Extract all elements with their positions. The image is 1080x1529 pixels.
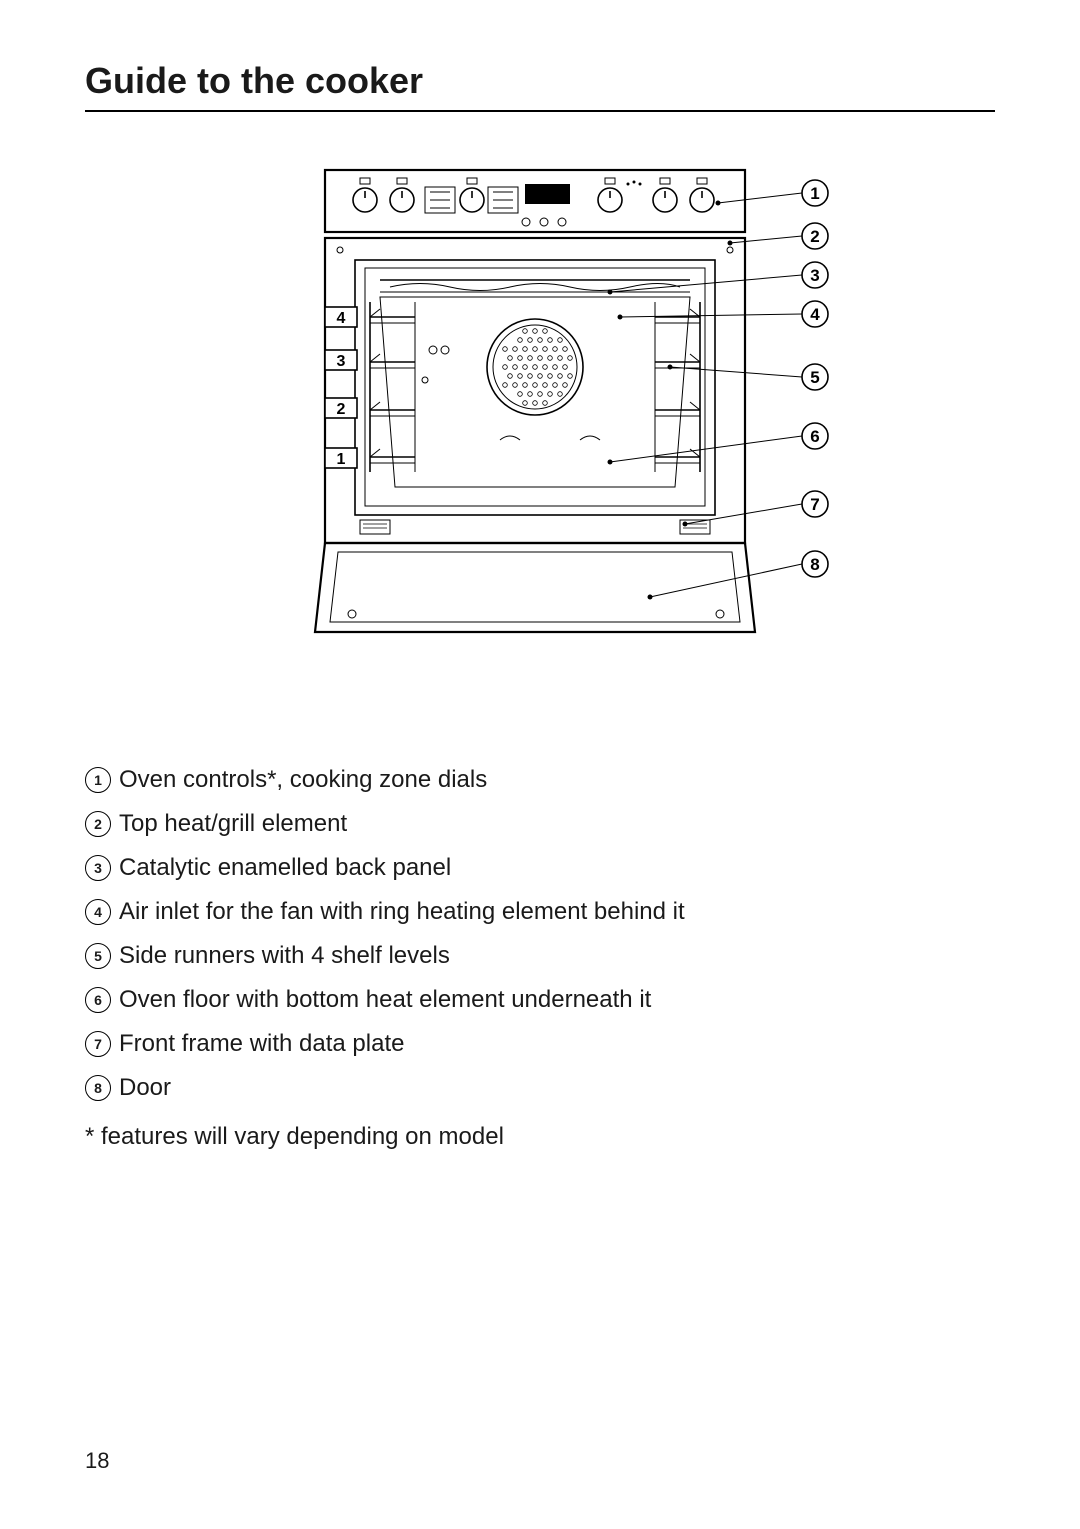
legend-marker: 6: [85, 987, 111, 1013]
legend-text: Oven controls*, cooking zone dials: [119, 768, 487, 792]
legend-item: 4 Air inlet for the fan with ring heating…: [85, 899, 995, 925]
legend-list: 1 Oven controls*, cooking zone dials 2 Top …: [85, 767, 995, 1101]
legend-text: Front frame with data plate: [119, 1032, 404, 1056]
legend-item: 2 Top heat/grill element: [85, 811, 995, 837]
legend-marker: 2: [85, 811, 111, 837]
svg-text:2: 2: [337, 401, 346, 418]
svg-text:1: 1: [337, 451, 346, 468]
svg-text:4: 4: [810, 305, 820, 324]
svg-text:6: 6: [810, 427, 819, 446]
legend-item: 1 Oven controls*, cooking zone dials: [85, 767, 995, 793]
legend-marker: 1: [85, 767, 111, 793]
legend-marker: 3: [85, 855, 111, 881]
svg-text:1: 1: [810, 184, 819, 203]
svg-text:4: 4: [337, 310, 346, 327]
diagram-container: 4 3 2 1 1 2 3 4 5 6 7 8: [85, 152, 995, 722]
svg-text:7: 7: [810, 495, 819, 514]
svg-text:3: 3: [810, 266, 819, 285]
legend-marker: 4: [85, 899, 111, 925]
legend-marker: 5: [85, 943, 111, 969]
legend-text: Oven floor with bottom heat element unde…: [119, 988, 651, 1012]
svg-text:5: 5: [810, 368, 819, 387]
legend-item: 8 Door: [85, 1075, 995, 1101]
legend-item: 3 Catalytic enamelled back panel: [85, 855, 995, 881]
legend-marker: 7: [85, 1031, 111, 1057]
legend-item: 5 Side runners with 4 shelf levels: [85, 943, 995, 969]
svg-text:3: 3: [337, 353, 346, 370]
svg-text:8: 8: [810, 555, 819, 574]
page-number: 18: [85, 1448, 109, 1474]
page: Guide to the cooker 4 3 2 1 1 2 3 4 5 6 7 8 1 Oven c…: [0, 0, 1080, 1529]
legend-text: Air inlet for the fan with ring heating …: [119, 900, 685, 924]
footnote: * features will vary depending on model: [85, 1123, 995, 1151]
legend-marker: 8: [85, 1075, 111, 1101]
legend-text: Catalytic enamelled back panel: [119, 856, 451, 880]
legend-text: Top heat/grill element: [119, 812, 347, 836]
legend-text: Door: [119, 1076, 171, 1100]
svg-text:2: 2: [810, 227, 819, 246]
legend-item: 7 Front frame with data plate: [85, 1031, 995, 1057]
legend-item: 6 Oven floor with bottom heat element und…: [85, 987, 995, 1013]
legend-text: Side runners with 4 shelf levels: [119, 944, 450, 968]
page-title: Guide to the cooker: [85, 60, 995, 102]
cooker-diagram: 4 3 2 1 1 2 3 4 5 6 7 8: [220, 152, 860, 722]
title-rule: [85, 110, 995, 112]
